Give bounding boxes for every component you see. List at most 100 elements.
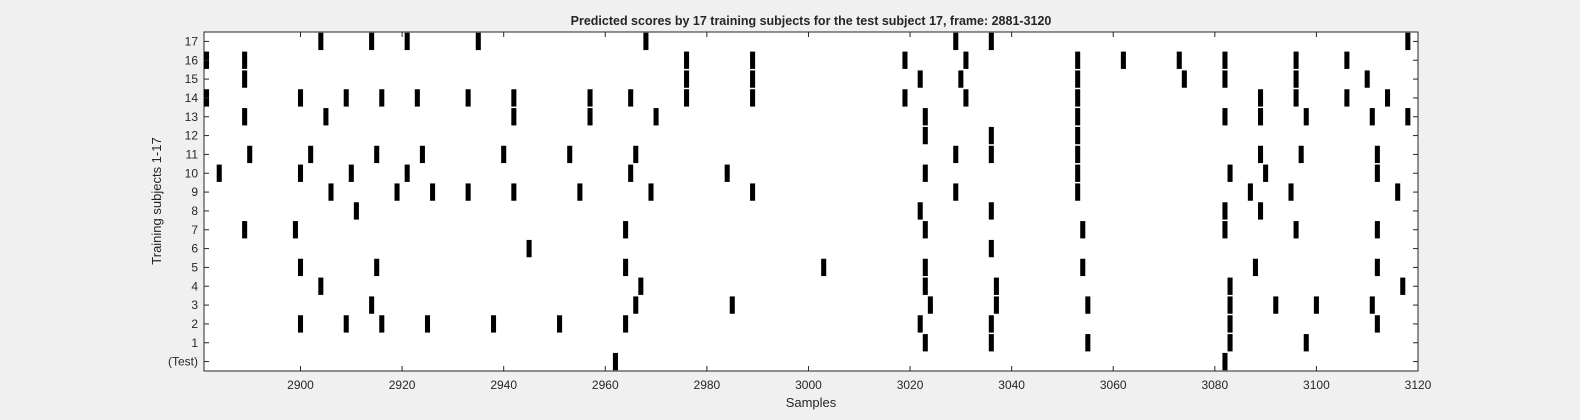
raster-mark: [343, 89, 349, 107]
raster-mark: [1080, 221, 1086, 239]
raster-mark: [993, 296, 999, 314]
raster-mark: [475, 32, 481, 51]
raster-mark: [922, 108, 928, 126]
raster-mark: [623, 221, 629, 239]
raster-mark: [1075, 126, 1081, 145]
raster-mark: [917, 70, 923, 88]
raster-mark: [988, 126, 994, 145]
raster-mark: [1222, 352, 1228, 371]
y-tick-label: 14: [185, 91, 199, 105]
raster-mark: [1293, 221, 1299, 239]
x-tick-label: 3080: [1201, 378, 1228, 392]
y-tick-label: 1: [191, 336, 198, 350]
raster-mark: [1222, 51, 1228, 69]
raster-mark: [369, 296, 375, 314]
raster-mark: [988, 315, 994, 333]
raster-mark: [242, 108, 248, 126]
y-tick-label: 5: [191, 260, 198, 274]
raster-mark: [242, 221, 248, 239]
y-tick-label: 3: [191, 298, 198, 312]
raster-mark: [328, 183, 334, 201]
raster-mark: [1075, 51, 1081, 69]
raster-mark: [353, 202, 359, 220]
raster-mark: [917, 202, 923, 220]
chart-title: Predicted scores by 17 training subjects…: [571, 14, 1052, 28]
raster-mark: [348, 164, 354, 182]
raster-mark: [1369, 108, 1375, 126]
raster-mark: [1374, 145, 1380, 164]
raster-mark: [953, 32, 959, 51]
raster-mark: [1405, 108, 1411, 126]
x-tick-label: 3120: [1405, 378, 1432, 392]
raster-mark: [419, 145, 425, 164]
raster-mark: [292, 221, 298, 239]
raster-mark: [1344, 89, 1350, 107]
raster-mark: [1263, 164, 1269, 182]
raster-mark: [1369, 296, 1375, 314]
raster-mark: [430, 183, 436, 201]
raster-mark: [750, 183, 756, 201]
raster-mark: [963, 51, 969, 69]
raster-mark: [1374, 258, 1380, 277]
raster-mark: [379, 89, 385, 107]
raster-mark: [922, 258, 928, 277]
raster-mark: [1222, 108, 1228, 126]
raster-mark: [988, 202, 994, 220]
raster-mark: [1252, 258, 1258, 277]
raster-mark: [1374, 164, 1380, 182]
raster-mark: [379, 315, 385, 333]
raster-mark: [643, 32, 649, 51]
raster-mark: [1085, 296, 1091, 314]
raster-mark: [465, 89, 471, 107]
raster-mark: [1374, 221, 1380, 239]
raster-mark: [587, 108, 593, 126]
raster-mark: [1258, 108, 1264, 126]
raster-mark: [577, 183, 583, 201]
raster-mark: [1222, 202, 1228, 220]
raster-mark: [216, 164, 222, 182]
x-tick-label: 3100: [1303, 378, 1330, 392]
raster-mark: [821, 258, 827, 277]
raster-mark: [1075, 89, 1081, 107]
raster-mark: [1075, 70, 1081, 88]
raster-mark: [953, 183, 959, 201]
raster-mark: [1374, 315, 1380, 333]
raster-mark: [374, 145, 380, 164]
raster-mark: [557, 315, 563, 333]
raster-mark: [988, 32, 994, 51]
raster-mark: [1273, 296, 1279, 314]
raster-mark: [414, 89, 420, 107]
y-tick-label: 7: [191, 223, 198, 237]
raster-mark: [1227, 296, 1233, 314]
raster-mark: [567, 145, 573, 164]
x-tick-label: 2920: [389, 378, 416, 392]
raster-mark: [684, 51, 690, 69]
raster-mark: [1405, 32, 1411, 51]
raster-mark: [638, 277, 644, 295]
x-tick-label: 3020: [897, 378, 924, 392]
raster-mark: [648, 183, 654, 201]
y-tick-label: 16: [185, 53, 199, 67]
raster-mark: [297, 315, 304, 333]
raster-mark: [394, 183, 400, 201]
raster-mark: [242, 70, 248, 88]
raster-mark: [491, 315, 497, 333]
x-axis-ticks: 2900 2920 2940 2960 2980 3000 3020 3040 3060 3080…: [287, 32, 1432, 392]
x-tick-label: 3000: [795, 378, 822, 392]
raster-mark: [623, 258, 629, 277]
x-tick-label: 2940: [490, 378, 517, 392]
raster-mark: [1227, 164, 1233, 182]
raster-mark: [511, 183, 517, 201]
raster-mark: [297, 89, 304, 107]
y-tick-label: (Test): [168, 355, 198, 369]
y-tick-label: 17: [185, 34, 199, 48]
x-axis-label: Samples: [786, 395, 837, 410]
raster-mark: [1181, 70, 1187, 88]
raster-mark: [465, 183, 471, 201]
raster-mark: [1258, 145, 1264, 164]
raster-mark: [922, 277, 928, 295]
raster-mark: [963, 89, 969, 107]
y-tick-label: 12: [185, 129, 199, 143]
raster-mark: [297, 258, 304, 277]
